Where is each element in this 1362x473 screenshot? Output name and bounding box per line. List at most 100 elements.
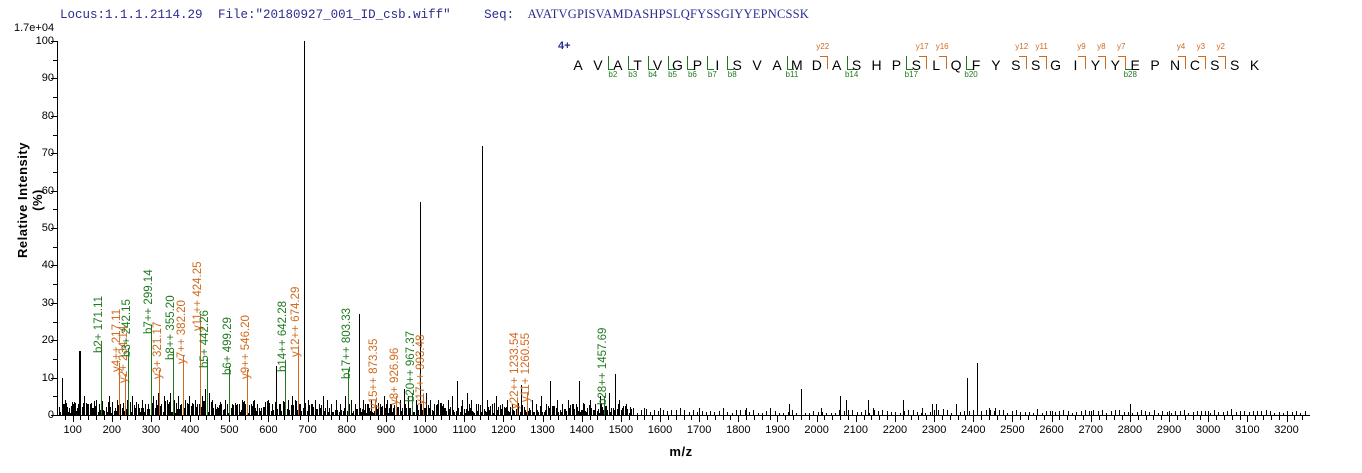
spectrum-peak-noise (831, 412, 832, 415)
y-ion-mark-y9 (1085, 56, 1087, 69)
spectrum-peak-noise (107, 412, 108, 415)
spectrum-peak-noise (317, 408, 318, 415)
spectrum-peak-minor (846, 400, 847, 415)
residue-31-N: N (1169, 57, 1181, 73)
spectrum-peak-noise (702, 410, 703, 415)
residue-1-A: A (573, 57, 583, 73)
spectrum-peak-minor (205, 388, 206, 415)
spectrum-peak-noise (269, 403, 270, 415)
spectrum-peak-noise (900, 412, 901, 415)
spectrum-peak-minor (903, 400, 904, 415)
spectrum-peak-noise (86, 402, 87, 415)
spectrum-peak-noise (224, 408, 225, 415)
spectrum-peak-noise (243, 401, 244, 415)
spectrum-peak-minor (120, 403, 121, 415)
spectrum-peak-noise (597, 410, 598, 415)
spectrum-peak-noise (406, 408, 407, 415)
peak-label-y7++: y7++ 382.20 (175, 300, 188, 365)
spectrum-peak-minor (239, 403, 240, 415)
spectrum-peak-noise (386, 404, 387, 415)
spectrum-peak-noise (689, 411, 690, 415)
x-tick-label: 500 (220, 424, 239, 436)
x-tick-minor (511, 416, 513, 420)
spectrum-peak-noise (486, 412, 487, 415)
spectrum-peak-noise (1184, 410, 1185, 415)
b-ion-label-b6: b6 (687, 70, 697, 79)
spectrum-peak-noise (805, 412, 806, 415)
spectrum-peak-noise (118, 405, 119, 415)
spectrum-peak-noise (544, 411, 545, 415)
spectrum-peak-noise (74, 401, 75, 415)
x-tick (72, 416, 74, 422)
spectrum-peak-noise (1158, 413, 1159, 415)
y-ion-label-y16: y16 (935, 42, 949, 51)
spectrum-peak-noise (1300, 412, 1301, 415)
spectrum-peak-minor (340, 403, 341, 415)
spectrum-peak-minor (443, 403, 444, 415)
x-tick-minor (761, 416, 763, 420)
x-tick-minor (840, 416, 842, 420)
spectrum-peak-noise (646, 409, 647, 415)
spectrum-peak-noise (580, 411, 581, 415)
y-ion-foot-y9 (1078, 56, 1086, 57)
x-tick-label: 2600 (1039, 424, 1064, 436)
y-tick (51, 265, 57, 267)
spectrum-peak-noise (589, 405, 590, 415)
spectrum-peak-noise (477, 410, 478, 415)
x-tick (425, 416, 427, 422)
spectrum-peak-noise (309, 405, 310, 415)
x-tick-minor (769, 416, 771, 420)
spectrum-peak-noise (343, 411, 344, 415)
spectrum-peak-minor (192, 403, 193, 415)
x-tick-minor (519, 416, 521, 420)
spectrum-peak-noise (187, 403, 188, 415)
spectrum-peak-noise (601, 403, 602, 415)
spectrum-peak-noise (393, 408, 394, 415)
y-tick (51, 78, 57, 80)
spectrum-peak-noise (1037, 409, 1038, 415)
x-tick-label: 1400 (569, 424, 594, 436)
spectrum-peak-minor (254, 400, 255, 415)
b-ion-label-b8: b8 (727, 70, 737, 79)
spectrum-peak-minor (521, 385, 522, 415)
spectrum-peak-noise (449, 408, 450, 415)
spectrum-peak-noise (1046, 411, 1047, 415)
spectrum-peak-noise (779, 412, 780, 415)
spectrum-peak-noise (1089, 410, 1090, 415)
spectrum-peak-major (967, 377, 968, 415)
y-tick-minor (53, 246, 57, 248)
spectrum-peak-noise (710, 410, 711, 415)
spectrum-peak-noise (311, 404, 312, 415)
spectrum-peak-noise (339, 412, 340, 415)
spectrum-peak-noise (163, 412, 164, 415)
x-tick (1012, 416, 1014, 422)
spectrum-peak-noise (259, 408, 260, 415)
x-tick-minor (1035, 416, 1037, 420)
spectrum-peak-noise (865, 410, 866, 415)
spectrum-peak-noise (180, 404, 181, 415)
spectrum-peak-noise (289, 410, 290, 415)
spectrum-peak-noise (1249, 412, 1250, 415)
spectrum-peak-noise (560, 409, 561, 415)
spectrum-peak-noise (468, 411, 469, 415)
residue-25-G: G (1050, 57, 1062, 73)
spectrum-peak-noise (172, 411, 173, 415)
spectrum-peak-minor (215, 403, 216, 415)
spectrum-peak-noise (578, 410, 579, 415)
x-tick-minor (1192, 416, 1194, 420)
peak-label-b14++: b14++ 642.28 (277, 300, 290, 372)
spectrum-peak-y-ion (125, 373, 126, 415)
spectrum-peak-noise (826, 413, 827, 415)
spectrum-peak-noise (341, 409, 342, 415)
residue-15-S: S (851, 57, 862, 73)
x-tick-label: 900 (376, 424, 396, 436)
spectrum-peak-noise (203, 401, 204, 415)
spectrum-peak-noise (1223, 411, 1224, 415)
residue-8-I: I (715, 57, 720, 73)
spectrum-peak-noise (549, 408, 550, 415)
spectrum-peak-noise (500, 405, 501, 415)
spectrum-peak-noise (356, 408, 357, 415)
spectrum-peak-minor (363, 400, 364, 415)
spectrum-peak-noise (1283, 412, 1284, 415)
spectrum-peak-noise (538, 411, 539, 415)
